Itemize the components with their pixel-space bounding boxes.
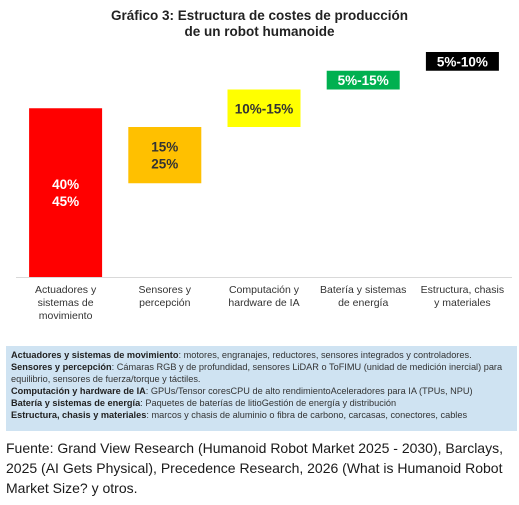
category-label-1: Sensores y percepción [110, 284, 220, 310]
legend-desc: motores, engranajes, reductores, sensore… [183, 350, 472, 360]
category-label-line: y materiales [434, 297, 491, 309]
bar-label-2: 10%-15% [235, 101, 294, 116]
chart-title-line1: Gráfico 3: Estructura de costes de produ… [110, 8, 409, 23]
category-label-line: Sensores y [138, 284, 192, 296]
legend-row-actuators: Actuadores y sistemas de movimiento: mot… [11, 350, 472, 360]
legend-row-sensors: Sensores y percepción: Cámaras RGB y de … [11, 362, 503, 384]
bar-0 [29, 108, 103, 277]
legend-desc: GPUs/Tensor coresCPU de alto rendimiento… [150, 386, 473, 396]
bar-3 [326, 70, 400, 90]
legend-term: Computación y hardware de IA [11, 386, 146, 396]
legend-desc: Cámaras RGB y de profundidad, sensores L… [11, 362, 503, 384]
legend-box: Actuadores y sistemas de movimiento: mot… [6, 346, 517, 431]
bar-4 [425, 52, 499, 71]
legend-desc: marcos y chasis de aluminio o fibra de c… [151, 410, 468, 420]
legend-term: Estructura, chasis y materiales [11, 410, 147, 420]
category-label-2: Computación y hardware de IA [209, 284, 319, 310]
legend-row-structure: Estructura, chasis y materiales: marcos … [11, 410, 468, 420]
category-label-line: Estructura, chasis [420, 284, 505, 296]
legend-term: Sensores y percepción [11, 362, 112, 372]
category-label-0: Actuadores y sistemas de movimiento [11, 284, 121, 323]
legend-term: Batería y sistemas de energía [11, 398, 141, 408]
legend-row-battery: Batería y sistemas de energía: Paquetes … [11, 398, 397, 408]
category-label-line: Computación y [228, 284, 300, 296]
chart-title-line2: de un robot humanoide [184, 24, 335, 39]
chart-title: Gráfico 3: Estructura de costes de produ… [0, 8, 519, 40]
bar-label-3: 5%-15% [338, 73, 389, 88]
bar-label-0: 45% [52, 194, 79, 209]
bar-label-4: 5%-10% [437, 54, 488, 69]
source-note: Fuente: Grand View Research (Humanoid Ro… [6, 440, 503, 496]
waterfall-chart: 40% 45% 15% 25% 10%-15% 5%-15% 5%-10% [16, 52, 512, 278]
category-label-line: hardware de IA [228, 297, 300, 309]
category-label-line: Batería y sistemas [320, 284, 407, 296]
bar-label-1: 25% [151, 157, 178, 172]
category-label-line: percepción [139, 297, 191, 309]
category-label-line: movimiento [38, 310, 93, 322]
bar-1 [128, 127, 202, 184]
bar-label-0: 40% [52, 177, 79, 192]
bar-2 [227, 89, 301, 127]
category-label-line: de energía [338, 297, 389, 309]
legend-desc: Paquetes de baterías de litioGestión de … [145, 398, 397, 408]
legend-term: Actuadores y sistemas de movimiento [11, 350, 179, 360]
category-label-line: sistemas de [37, 297, 94, 309]
bar-label-1: 15% [151, 140, 178, 155]
category-label-line: Actuadores y [34, 284, 97, 296]
legend-row-computing: Computación y hardware de IA: GPUs/Tenso… [11, 386, 473, 396]
category-label-3: Batería y sistemas de energía [308, 284, 418, 310]
category-label-4: Estructura, chasis y materiales [407, 284, 517, 310]
